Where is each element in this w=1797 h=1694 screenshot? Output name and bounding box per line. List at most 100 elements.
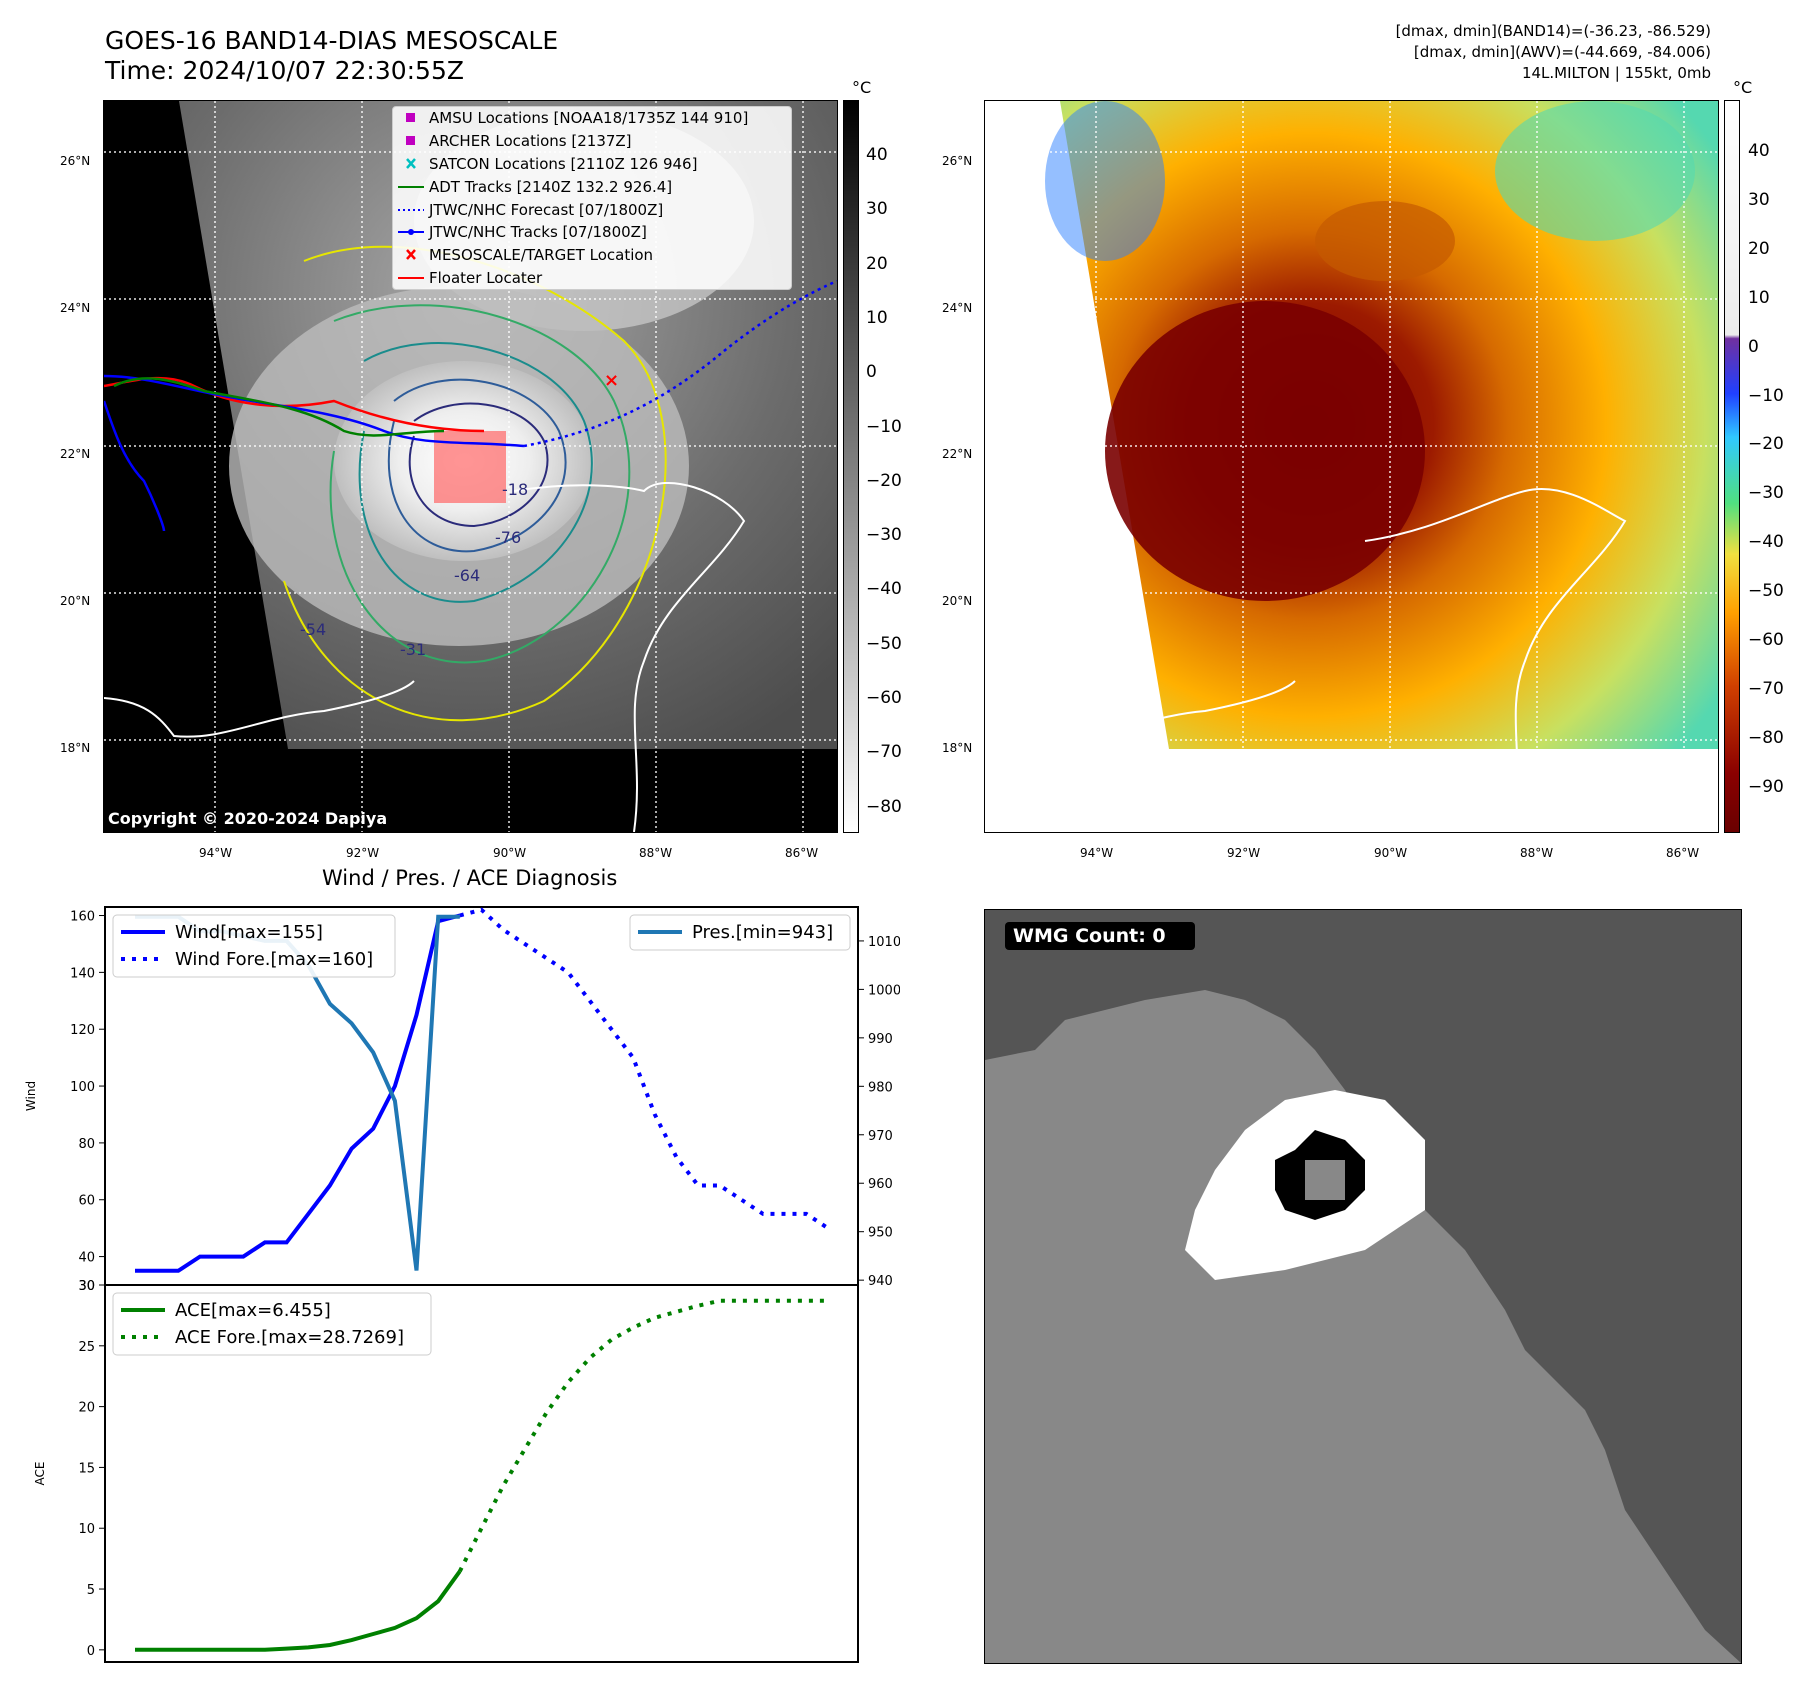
lat-label-right: 20°N [942, 594, 973, 608]
colorbar-left-unit: °C [852, 78, 872, 97]
map-legend-item: JTWC/NHC Forecast [07/1800Z] [393, 198, 791, 221]
lon-label-left: 94°W [199, 846, 233, 860]
legend-label: JTWC/NHC Tracks [07/1800Z] [429, 223, 647, 242]
lon-label-left: 90°W [493, 846, 527, 860]
ace-tick-label: 10 [78, 1522, 95, 1537]
lon-label-left: 88°W [639, 846, 673, 860]
wind-tick-label: 140 [70, 966, 95, 981]
wmg-panel: WMG Count: 0 [984, 909, 1742, 1664]
lat-label-left: 18°N [60, 741, 91, 755]
info-band14-range: [dmax, dmin](BAND14)=(-36.23, -86.529) [1395, 22, 1711, 40]
map-legend-item: AMSU Locations [NOAA18/1735Z 144 910] [393, 107, 791, 130]
colorbar-right-tick: −90 [1748, 776, 1784, 797]
legend-symbol-line-dot [393, 226, 429, 238]
ace-axes-frame [104, 1284, 859, 1663]
lon-label-right: 94°W [1080, 846, 1114, 860]
svg-text:×: × [604, 370, 619, 391]
lat-label-right: 18°N [942, 741, 973, 755]
lat-label-left: 24°N [60, 301, 91, 315]
colorbar-right-tick: −40 [1748, 532, 1784, 553]
ace-tick-label: 5 [87, 1583, 95, 1598]
colorbar-left-tick: −20 [866, 470, 902, 491]
map-legend-item: MESOSCALE/TARGET Location [393, 244, 791, 267]
map-legend-item: SATCON Locations [2110Z 126 946] [393, 153, 791, 176]
chart-legend-label: Wind[max=155] [175, 922, 323, 943]
colorbar-left-tick: 0 [866, 362, 877, 383]
legend-symbol-x [393, 158, 429, 170]
colorbar-right-tick: −80 [1748, 727, 1784, 748]
pressure-tick-label: 1010 [868, 935, 900, 950]
diagnosis-title: Wind / Pres. / ACE Diagnosis [322, 866, 618, 890]
pressure-tick-label: 970 [868, 1129, 893, 1144]
band14-map: × AMSU Locations [NOAA18/1735Z 144 910] A… [103, 100, 838, 833]
colorbar-right-tick: −10 [1748, 385, 1784, 406]
ace-tick-label: 20 [78, 1401, 95, 1416]
colorbar-left-tick: 40 [866, 145, 888, 165]
wind-legend: Wind[max=155] Wind Fore.[max=160] [112, 914, 396, 978]
lat-label-right: 24°N [942, 301, 973, 315]
colorbar-right-tick: −20 [1748, 434, 1784, 455]
lat-label-left: 22°N [60, 447, 91, 461]
contour-label: -31 [400, 640, 427, 659]
info-awv-range: [dmax, dmin](AWV)=(-44.669, -84.006) [1413, 43, 1711, 61]
diagnosis-charts: 30 40 60 80 100 120 140 160 940 950 960 970 980 990 10… [0, 900, 948, 1690]
wind-tick-label: 60 [78, 1194, 95, 1209]
awv-map [984, 100, 1719, 833]
lon-label-left: 86°W [785, 846, 819, 860]
chart-legend-label: Pres.[min=943] [692, 922, 833, 943]
wmg-count-label: WMG Count: 0 [1013, 925, 1166, 947]
colorbar-left-tick: −60 [866, 688, 902, 708]
pressure-tick-label: 1000 [868, 983, 900, 998]
pressure-tick-label: 980 [868, 1080, 893, 1095]
contour-label: -64 [454, 566, 481, 585]
legend-label: SATCON Locations [2110Z 126 946] [429, 154, 698, 173]
contour-label: -76 [495, 528, 522, 547]
colorbar-right-tick: 30 [1748, 189, 1770, 210]
colorbar-left-tick: 10 [866, 307, 888, 328]
contour-label: -18 [502, 480, 529, 499]
wind-tick-label: 40 [78, 1251, 95, 1266]
lat-label-right: 26°N [942, 154, 973, 168]
wind-tick-label: 100 [70, 1080, 95, 1095]
colorbar-left-tick: −80 [866, 796, 902, 817]
colorbar-left-tick: 20 [866, 253, 888, 274]
wind-tick-label: 120 [70, 1023, 95, 1038]
wind-tick-label: 160 [70, 910, 95, 925]
ace-forecast-series-line [458, 1298, 828, 1573]
ace-tick-label: 15 [78, 1461, 95, 1476]
ace-axis-title: ACE [33, 1462, 47, 1486]
figure-time: Time: 2024/10/07 22:30:55Z [105, 56, 464, 85]
colorbar-right-tick: 0 [1748, 336, 1759, 357]
legend-symbol-square [393, 112, 429, 124]
map-legend-item: Floater Locater [393, 267, 791, 290]
lat-label-left: 26°N [60, 154, 91, 168]
lon-label-right: 90°W [1374, 846, 1408, 860]
ace-tick-label: 30 [78, 1279, 95, 1294]
legend-label: AMSU Locations [NOAA18/1735Z 144 910] [429, 109, 749, 128]
ace-legend: ACE[max=6.455] ACE Fore.[max=28.7269] [112, 1292, 432, 1356]
contour-label: -54 [300, 620, 327, 639]
colorbar-right-unit: °C [1733, 78, 1753, 97]
pressure-tick-label: 990 [868, 1032, 893, 1047]
colorbar-left-tick: −40 [866, 579, 902, 600]
wind-axis-title: Wind [24, 1081, 38, 1111]
ace-series-line [135, 1570, 462, 1652]
pressure-tick-label: 950 [868, 1226, 893, 1241]
colorbar-right-tick: 20 [1748, 238, 1770, 259]
map-legend-item: ARCHER Locations [2137Z] [393, 130, 791, 153]
wind-tick-label: 80 [78, 1137, 95, 1152]
pressure-tick-label: 960 [868, 1177, 893, 1192]
lon-label-right: 86°W [1666, 846, 1700, 860]
legend-label: MESOSCALE/TARGET Location [429, 246, 654, 265]
pressure-tick-label: 940 [868, 1274, 893, 1289]
wind-series-line [135, 913, 461, 1273]
legend-symbol-square [393, 135, 429, 147]
figure-title: GOES-16 BAND14-DIAS MESOSCALE [105, 26, 559, 55]
wmg-image [985, 922, 1741, 1663]
legend-label: ADT Tracks [2140Z 132.2 926.4] [429, 177, 673, 196]
map-legend-item: JTWC/NHC Tracks [07/1800Z] [393, 221, 791, 244]
info-storm: 14L.MILTON | 155kt, 0mb [1521, 64, 1711, 82]
colorbar-left-tick: −70 [866, 742, 902, 763]
colorbar-left-tick: −10 [866, 416, 902, 437]
chart-legend-label: ACE Fore.[max=28.7269] [175, 1327, 404, 1348]
